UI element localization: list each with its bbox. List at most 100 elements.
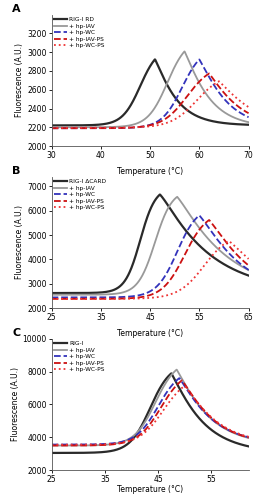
+ hp-WC	[178, 375, 181, 381]
RIG-I RD	[139, 82, 142, 88]
+ hp-IAV	[50, 124, 53, 130]
+ hp-IAV-PS	[139, 431, 142, 437]
RIG-I RD	[167, 84, 170, 89]
X-axis label: Temperature (°C): Temperature (°C)	[117, 486, 183, 494]
Line: + hp-WC: + hp-WC	[52, 60, 249, 128]
+ hp-WC-PS	[85, 125, 88, 131]
RIG-I ΔCARD	[139, 236, 142, 242]
+ hp-WC-PS	[182, 110, 185, 116]
+ hp-WC-PS	[85, 442, 88, 448]
+ hp-IAV	[247, 119, 250, 125]
+ hp-WC	[85, 125, 88, 131]
+ hp-IAV-PS	[207, 217, 211, 223]
+ hp-IAV-PS	[247, 434, 250, 440]
+ hp-WC	[199, 58, 202, 64]
+ hp-IAV	[176, 194, 179, 200]
Legend: RIG-I, + hp-IAV, + hp-WC, + hp-IAV-PS, + hp-WC-PS: RIG-I, + hp-IAV, + hp-WC, + hp-IAV-PS, +…	[53, 340, 105, 373]
RIG-I RD	[199, 114, 202, 120]
+ hp-IAV	[101, 124, 104, 130]
Line: + hp-IAV: + hp-IAV	[52, 52, 249, 128]
+ hp-WC-PS	[166, 401, 169, 407]
+ hp-WC	[50, 442, 53, 448]
RIG-I ΔCARD	[158, 192, 161, 198]
+ hp-WC	[85, 442, 88, 448]
+ hp-WC	[247, 267, 250, 273]
+ hp-IAV	[85, 442, 88, 448]
+ hp-WC	[50, 125, 53, 131]
+ hp-IAV-PS	[50, 296, 53, 302]
+ hp-WC	[85, 294, 88, 300]
+ hp-IAV	[166, 377, 169, 383]
+ hp-WC	[139, 292, 142, 298]
Line: + hp-IAV-PS: + hp-IAV-PS	[52, 380, 249, 446]
+ hp-WC	[166, 268, 169, 274]
+ hp-IAV	[247, 267, 250, 273]
+ hp-WC-PS	[227, 238, 231, 244]
Y-axis label: Fluorescence (A.U.): Fluorescence (A.U.)	[11, 368, 20, 442]
+ hp-IAV	[166, 79, 169, 85]
+ hp-IAV	[183, 48, 186, 54]
RIG-I	[166, 374, 169, 380]
+ hp-IAV-PS	[198, 226, 202, 232]
+ hp-WC	[139, 428, 142, 434]
+ hp-IAV	[85, 124, 88, 130]
RIG-I RD	[182, 104, 185, 110]
+ hp-IAV	[199, 82, 202, 87]
+ hp-IAV-PS	[182, 255, 185, 261]
Legend: RIG-I ΔCARD, + hp-IAV, + hp-WC, + hp-IAV-PS, + hp-WC-PS: RIG-I ΔCARD, + hp-IAV, + hp-WC, + hp-IAV…	[53, 178, 107, 211]
RIG-I ΔCARD	[85, 290, 88, 296]
+ hp-IAV	[139, 118, 142, 124]
RIG-I RD	[85, 122, 88, 128]
+ hp-IAV	[182, 378, 185, 384]
+ hp-IAV	[199, 226, 202, 232]
RIG-I	[247, 444, 250, 450]
Line: + hp-WC: + hp-WC	[52, 378, 249, 444]
Line: + hp-WC-PS: + hp-WC-PS	[52, 241, 249, 299]
+ hp-IAV-PS	[198, 78, 202, 84]
+ hp-WC-PS	[247, 256, 250, 262]
RIG-I	[182, 392, 185, 398]
+ hp-WC-PS	[139, 124, 142, 130]
+ hp-IAV	[101, 292, 104, 298]
Y-axis label: Fluorescence (A.U.): Fluorescence (A.U.)	[16, 206, 25, 280]
+ hp-WC-PS	[198, 94, 202, 100]
+ hp-IAV	[101, 442, 104, 448]
+ hp-WC-PS	[101, 442, 104, 448]
Line: + hp-WC: + hp-WC	[52, 216, 249, 298]
Line: + hp-IAV-PS: + hp-IAV-PS	[52, 74, 249, 128]
+ hp-IAV	[182, 50, 185, 56]
+ hp-IAV-PS	[182, 380, 185, 386]
RIG-I	[101, 449, 104, 455]
+ hp-IAV-PS	[139, 124, 142, 130]
+ hp-IAV	[85, 292, 88, 298]
+ hp-IAV-PS	[166, 394, 169, 400]
+ hp-WC-PS	[139, 432, 142, 438]
Title: Temperature (°C): Temperature (°C)	[117, 329, 183, 338]
+ hp-IAV	[139, 276, 142, 281]
+ hp-WC-PS	[182, 384, 185, 390]
+ hp-IAV	[175, 366, 178, 372]
+ hp-WC	[247, 114, 250, 120]
+ hp-IAV-PS	[139, 294, 142, 300]
+ hp-IAV-PS	[247, 262, 250, 268]
+ hp-IAV-PS	[166, 114, 169, 120]
+ hp-WC	[182, 82, 185, 88]
+ hp-WC	[50, 294, 53, 300]
+ hp-IAV	[139, 425, 142, 431]
RIG-I	[199, 416, 202, 422]
RIG-I	[50, 450, 53, 456]
+ hp-WC-PS	[199, 403, 202, 409]
+ hp-WC-PS	[85, 296, 88, 302]
+ hp-WC-PS	[166, 120, 169, 126]
+ hp-WC-PS	[50, 125, 53, 131]
Text: B: B	[12, 166, 21, 176]
RIG-I RD	[50, 122, 53, 128]
RIG-I	[139, 424, 142, 430]
+ hp-WC-PS	[139, 296, 142, 302]
+ hp-WC	[101, 294, 104, 300]
RIG-I RD	[101, 122, 104, 128]
+ hp-IAV-PS	[85, 296, 88, 302]
Line: + hp-WC-PS: + hp-WC-PS	[52, 386, 249, 444]
+ hp-WC	[199, 214, 202, 220]
+ hp-IAV-PS	[199, 403, 202, 409]
